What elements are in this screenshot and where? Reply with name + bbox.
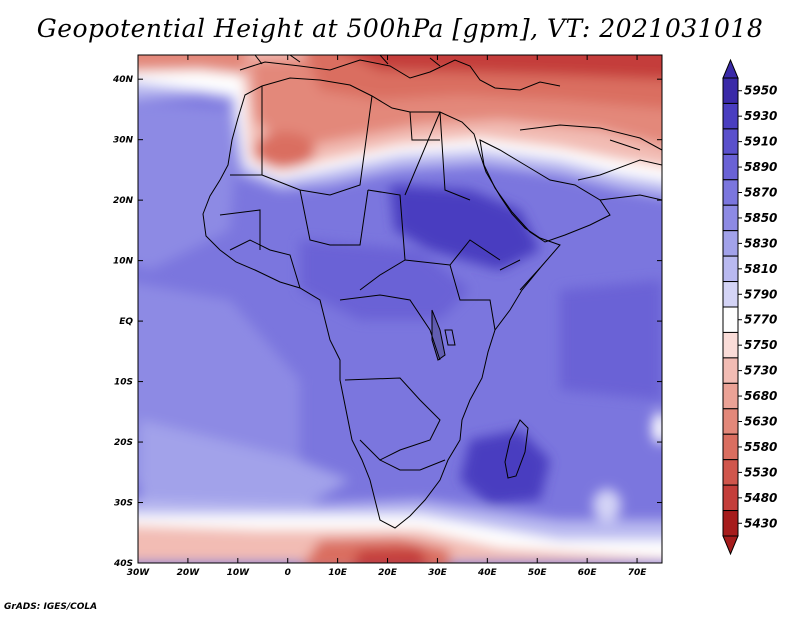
lat-tick-label: 30N: [113, 136, 134, 146]
lat-tick-label: 30S: [114, 499, 133, 509]
lon-tick-label: 20W: [177, 568, 201, 578]
colorbar-swatch: [722, 459, 739, 486]
lon-tick-label: 0: [285, 568, 291, 578]
colorbar-swatch: [722, 408, 739, 435]
colorbar-label: 5730: [744, 364, 777, 378]
lon-tick-label: 30W: [127, 568, 151, 578]
colorbar-label: 5480: [744, 491, 777, 505]
colorbar-label: 5890: [744, 160, 777, 174]
footer-credit: GrADS: IGES/COLA: [4, 602, 98, 612]
colorbar-swatch: [722, 306, 739, 333]
lon-tick-label: 70E: [628, 568, 648, 578]
colorbar-label: 5770: [744, 313, 777, 327]
colorbar-label: 5930: [744, 109, 777, 123]
colorbar-swatch: [722, 230, 739, 257]
colorbar-top-arrow: [722, 58, 739, 79]
colorbar-swatch: [722, 255, 739, 283]
colorbar-label: 5750: [744, 338, 777, 352]
colorbar-swatch: [722, 179, 739, 206]
colorbar: 5950 5930 5910 5890 5870 5850 5830 5810 5790 5770…: [722, 58, 777, 556]
colorbar-label: 5870: [744, 186, 777, 200]
latitude-axis: 40N 30N 20N 10N EQ 10S 20S 30S 40S: [112, 75, 662, 569]
coastlines: [202, 55, 662, 529]
colorbar-swatch: [722, 433, 739, 461]
lat-tick-label: 10N: [113, 257, 134, 267]
colorbar-swatch: [722, 357, 739, 384]
colorbar-label: 5630: [744, 415, 777, 429]
colorbar-label: 5910: [744, 135, 777, 149]
lat-tick-label: EQ: [119, 317, 133, 327]
colorbar-label: 5810: [744, 262, 777, 276]
colorbar-label: 5850: [744, 211, 777, 225]
colorbar-label: 5790: [744, 287, 777, 301]
colorbar-swatch: [722, 331, 739, 359]
colorbar-swatch: [722, 281, 739, 308]
lon-tick-label: 10W: [227, 568, 251, 578]
lon-tick-label: 10E: [328, 568, 348, 578]
colorbar-swatch: [722, 510, 739, 537]
chart-title: Geopotential Height at 500hPa [gpm], VT:…: [36, 14, 764, 43]
colorbar-swatch: [722, 382, 739, 410]
colorbar-bottom-arrow: [722, 535, 739, 556]
lon-tick-label: 40E: [477, 568, 498, 578]
lat-tick-label: 10S: [114, 378, 133, 388]
colorbar-label: 5830: [744, 236, 777, 250]
colorbar-swatch: [722, 153, 739, 181]
lon-tick-label: 30E: [428, 568, 448, 578]
colorbar-label: 5680: [744, 389, 777, 403]
lat-tick-label: 40N: [112, 75, 134, 85]
colorbar-swatch: [722, 77, 739, 104]
lon-tick-label: 60E: [578, 568, 598, 578]
colorbar-label: 5530: [744, 465, 777, 479]
lon-tick-label: 20E: [378, 568, 398, 578]
colorbar-swatch: [722, 128, 739, 155]
height-field: [138, 55, 662, 563]
longitude-axis: 30W 20W 10W 0 10E 20E 30E 40E 50E 60E 70E: [127, 55, 647, 578]
lon-tick-label: 50E: [528, 568, 548, 578]
lat-tick-label: 20N: [113, 196, 134, 206]
lat-tick-label: 40S: [113, 559, 133, 569]
colorbar-label: 5580: [744, 440, 777, 454]
colorbar-swatch: [722, 102, 739, 130]
lat-tick-label: 20S: [114, 438, 133, 448]
map-frame: [137, 54, 663, 564]
colorbar-label: 5950: [744, 84, 777, 98]
colorbar-swatch: [722, 204, 739, 232]
colorbar-label: 5430: [744, 516, 777, 530]
colorbar-swatch: [722, 484, 739, 512]
